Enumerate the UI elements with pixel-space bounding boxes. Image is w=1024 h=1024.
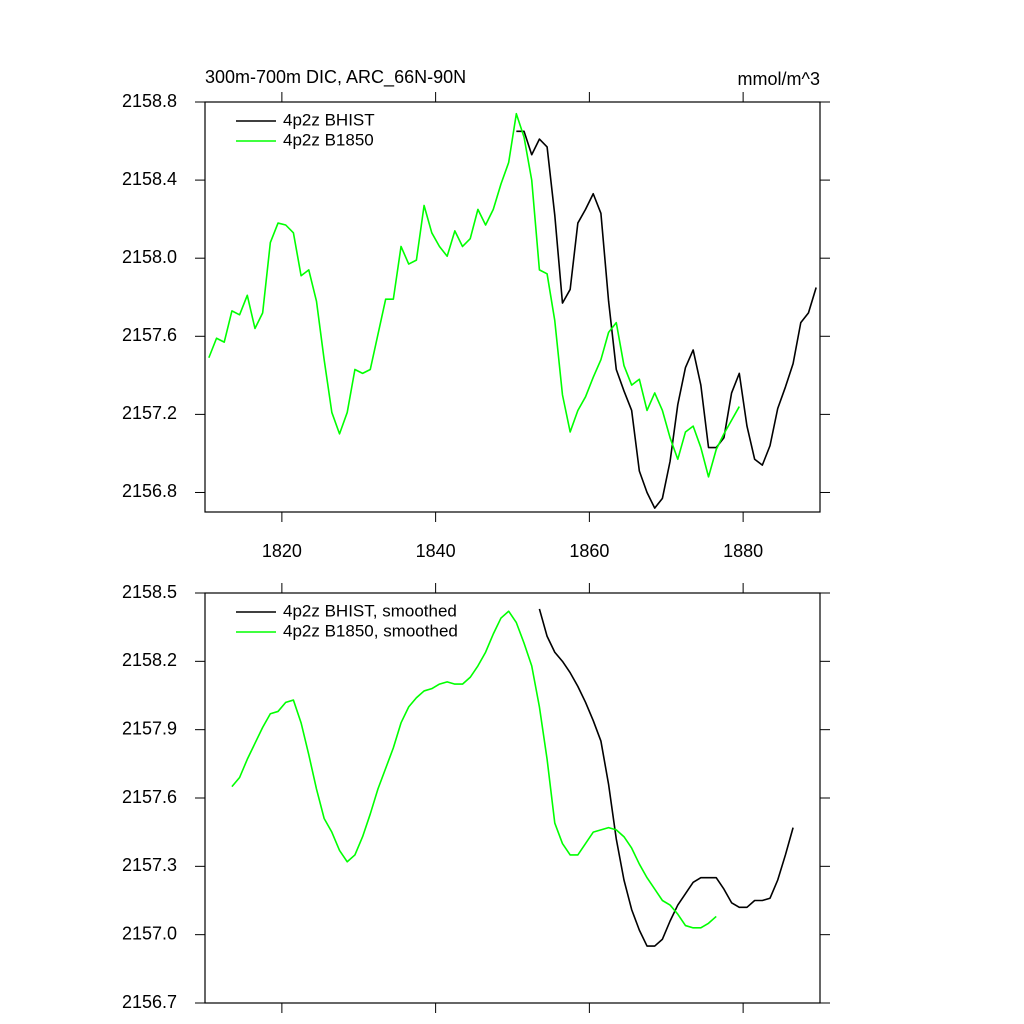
y-tick-label: 2156.7: [122, 992, 177, 1012]
data-line: [231, 610, 717, 929]
unit-label: mmol/m^3: [738, 69, 820, 89]
y-tick-label: 2157.3: [122, 855, 177, 875]
y-tick-label: 2158.2: [122, 650, 177, 670]
y-tick-label: 2158.8: [122, 91, 177, 111]
legend-label: 4p2z BHIST, smoothed: [283, 601, 457, 620]
legend-label: 4p2z B1850, smoothed: [283, 621, 458, 640]
y-tick-label: 2157.2: [122, 403, 177, 423]
data-line: [208, 112, 740, 478]
y-tick-label: 2157.6: [122, 325, 177, 345]
y-tick-label: 2158.5: [122, 582, 177, 602]
y-tick-label: 2157.9: [122, 718, 177, 738]
y-tick-label: 2156.8: [122, 481, 177, 501]
y-tick-label: 2158.0: [122, 247, 177, 267]
plot-frame: [204, 592, 821, 1004]
legend-label: 4p2z BHIST: [283, 110, 375, 129]
x-tick-label: 1880: [723, 541, 763, 561]
y-tick-label: 2157.6: [122, 787, 177, 807]
x-tick-label: 1820: [262, 541, 302, 561]
data-line: [516, 130, 817, 509]
legend-label: 4p2z B1850: [283, 130, 374, 149]
x-tick-label: 1860: [569, 541, 609, 561]
y-tick-label: 2157.0: [122, 923, 177, 943]
plot-frame: [204, 101, 821, 513]
y-tick-label: 2158.4: [122, 169, 177, 189]
data-line: [538, 608, 794, 947]
chart-title: 300m-700m DIC, ARC_66N-90N: [205, 67, 466, 88]
x-tick-label: 1840: [416, 541, 456, 561]
